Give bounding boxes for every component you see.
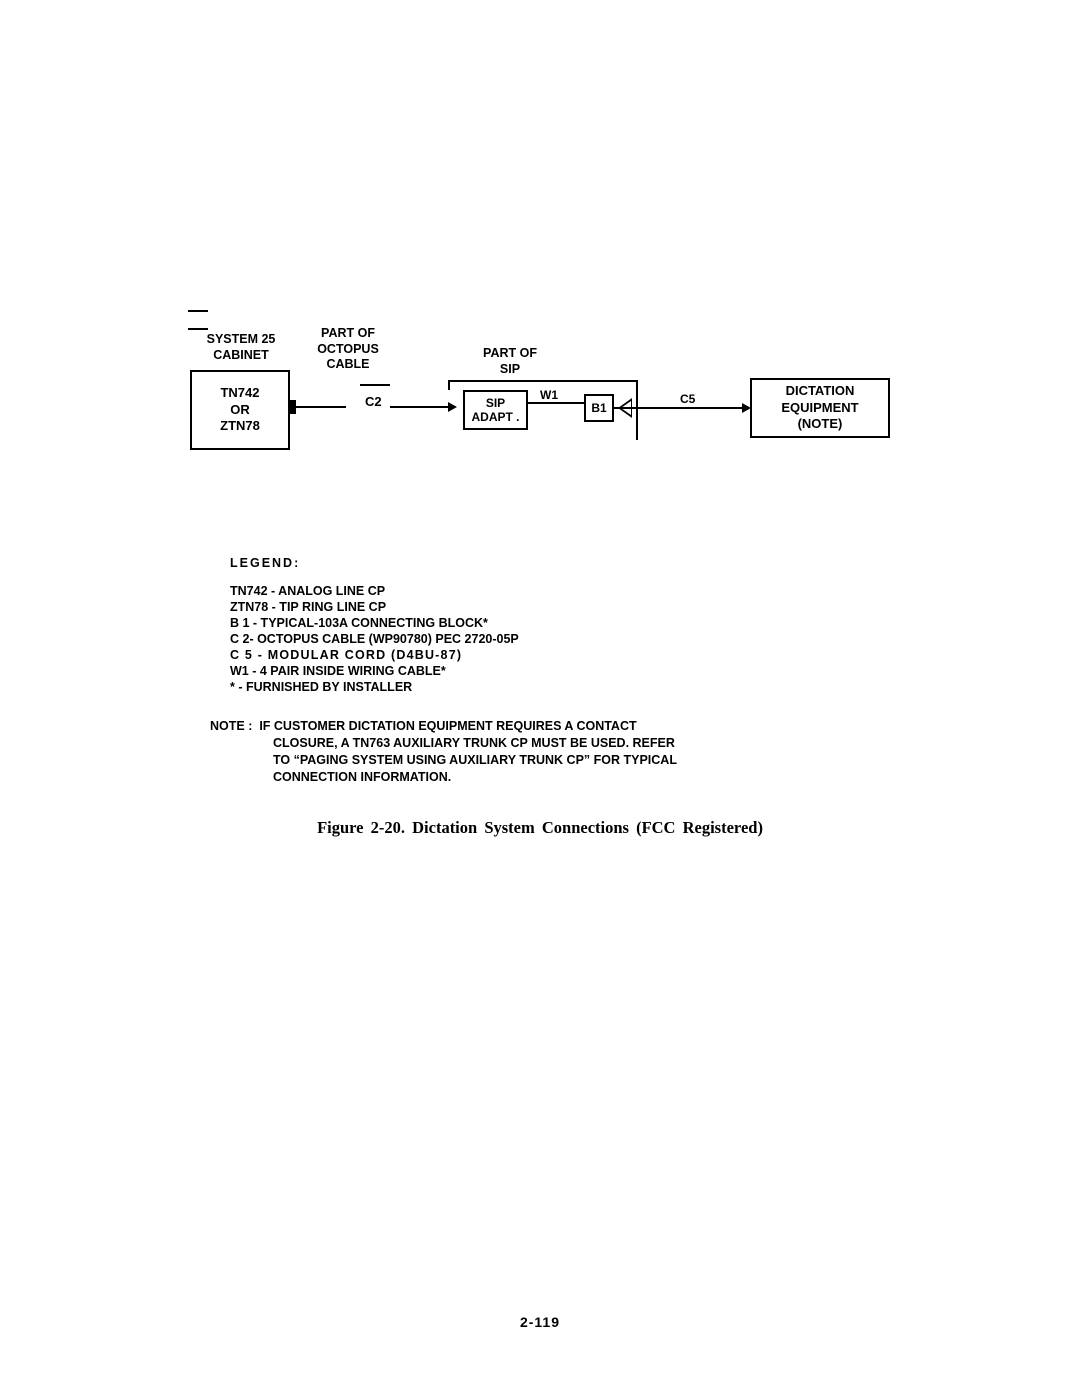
legend-line: B 1 - TYPICAL-103A CONNECTING BLOCK* bbox=[230, 616, 519, 630]
wiring-diagram: SYSTEM 25 CABINET TN742ORZTN78 PART OF O… bbox=[190, 310, 910, 480]
legend: LEGEND: TN742 - ANALOG LINE CP ZTN78 - T… bbox=[230, 556, 519, 696]
note-line: CONNECTION INFORMATION. bbox=[273, 769, 677, 786]
sip-part-label: PART OF SIP bbox=[470, 346, 550, 377]
note-line-1: NOTE : IF CUSTOMER DICTATION EQUIPMENT R… bbox=[210, 718, 677, 735]
legend-title: LEGEND: bbox=[230, 556, 519, 570]
w1-label: W1 bbox=[540, 388, 558, 402]
legend-line: C 2- OCTOPUS CABLE (WP90780) PEC 2720-05… bbox=[230, 632, 519, 646]
sip-outer-left bbox=[448, 380, 450, 390]
b1-text: B1 bbox=[591, 401, 606, 415]
note: NOTE : IF CUSTOMER DICTATION EQUIPMENT R… bbox=[210, 718, 677, 786]
line-c2-to-sip bbox=[390, 406, 448, 408]
note-line: TO “PAGING SYSTEM USING AUXILIARY TRUNK … bbox=[273, 752, 677, 769]
legend-line: C 5 - MODULAR CORD (D4BU-87) bbox=[230, 648, 519, 662]
c2-overline bbox=[360, 384, 390, 386]
legend-line: * - FURNISHED BY INSTALLER bbox=[230, 680, 519, 694]
c2-label: C2 bbox=[365, 394, 382, 409]
sip-adapter-text: SIPADAPT . bbox=[472, 396, 520, 425]
dictation-text: DICTATIONEQUIPMENT(NOTE) bbox=[781, 383, 858, 434]
line-sip-to-b1 bbox=[528, 402, 584, 404]
legend-line: W1 - 4 PAIR INSIDE WIRING CABLE* bbox=[230, 664, 519, 678]
line-b1-to-angle bbox=[614, 407, 644, 409]
figure-caption: Figure 2-20. Dictation System Connection… bbox=[0, 818, 1080, 838]
note-line: CLOSURE, A TN763 AUXILIARY TRUNK CP MUST… bbox=[273, 735, 677, 752]
line-c5 bbox=[642, 407, 742, 409]
sip-outer-right bbox=[636, 380, 638, 440]
cable-bracket-top bbox=[190, 310, 228, 328]
page-number: 2-119 bbox=[0, 1314, 1080, 1330]
c5-label: C5 bbox=[680, 392, 695, 406]
dictation-equipment-box: DICTATIONEQUIPMENT(NOTE) bbox=[750, 378, 890, 438]
note-label: NOTE : bbox=[210, 719, 252, 733]
legend-line: TN742 - ANALOG LINE CP bbox=[230, 584, 519, 598]
system-cabinet-label: SYSTEM 25 CABINET bbox=[186, 332, 296, 363]
cabinet-box: TN742ORZTN78 bbox=[190, 370, 290, 450]
sip-adapter-box: SIPADAPT . bbox=[463, 390, 528, 430]
octopus-cable-label: PART OF OCTOPUS CABLE bbox=[308, 326, 388, 373]
legend-line: ZTN78 - TIP RING LINE CP bbox=[230, 600, 519, 614]
cabinet-box-text: TN742ORZTN78 bbox=[220, 385, 260, 436]
b1-block: B1 bbox=[584, 394, 614, 422]
line-cabinet-to-bracket bbox=[296, 406, 346, 408]
